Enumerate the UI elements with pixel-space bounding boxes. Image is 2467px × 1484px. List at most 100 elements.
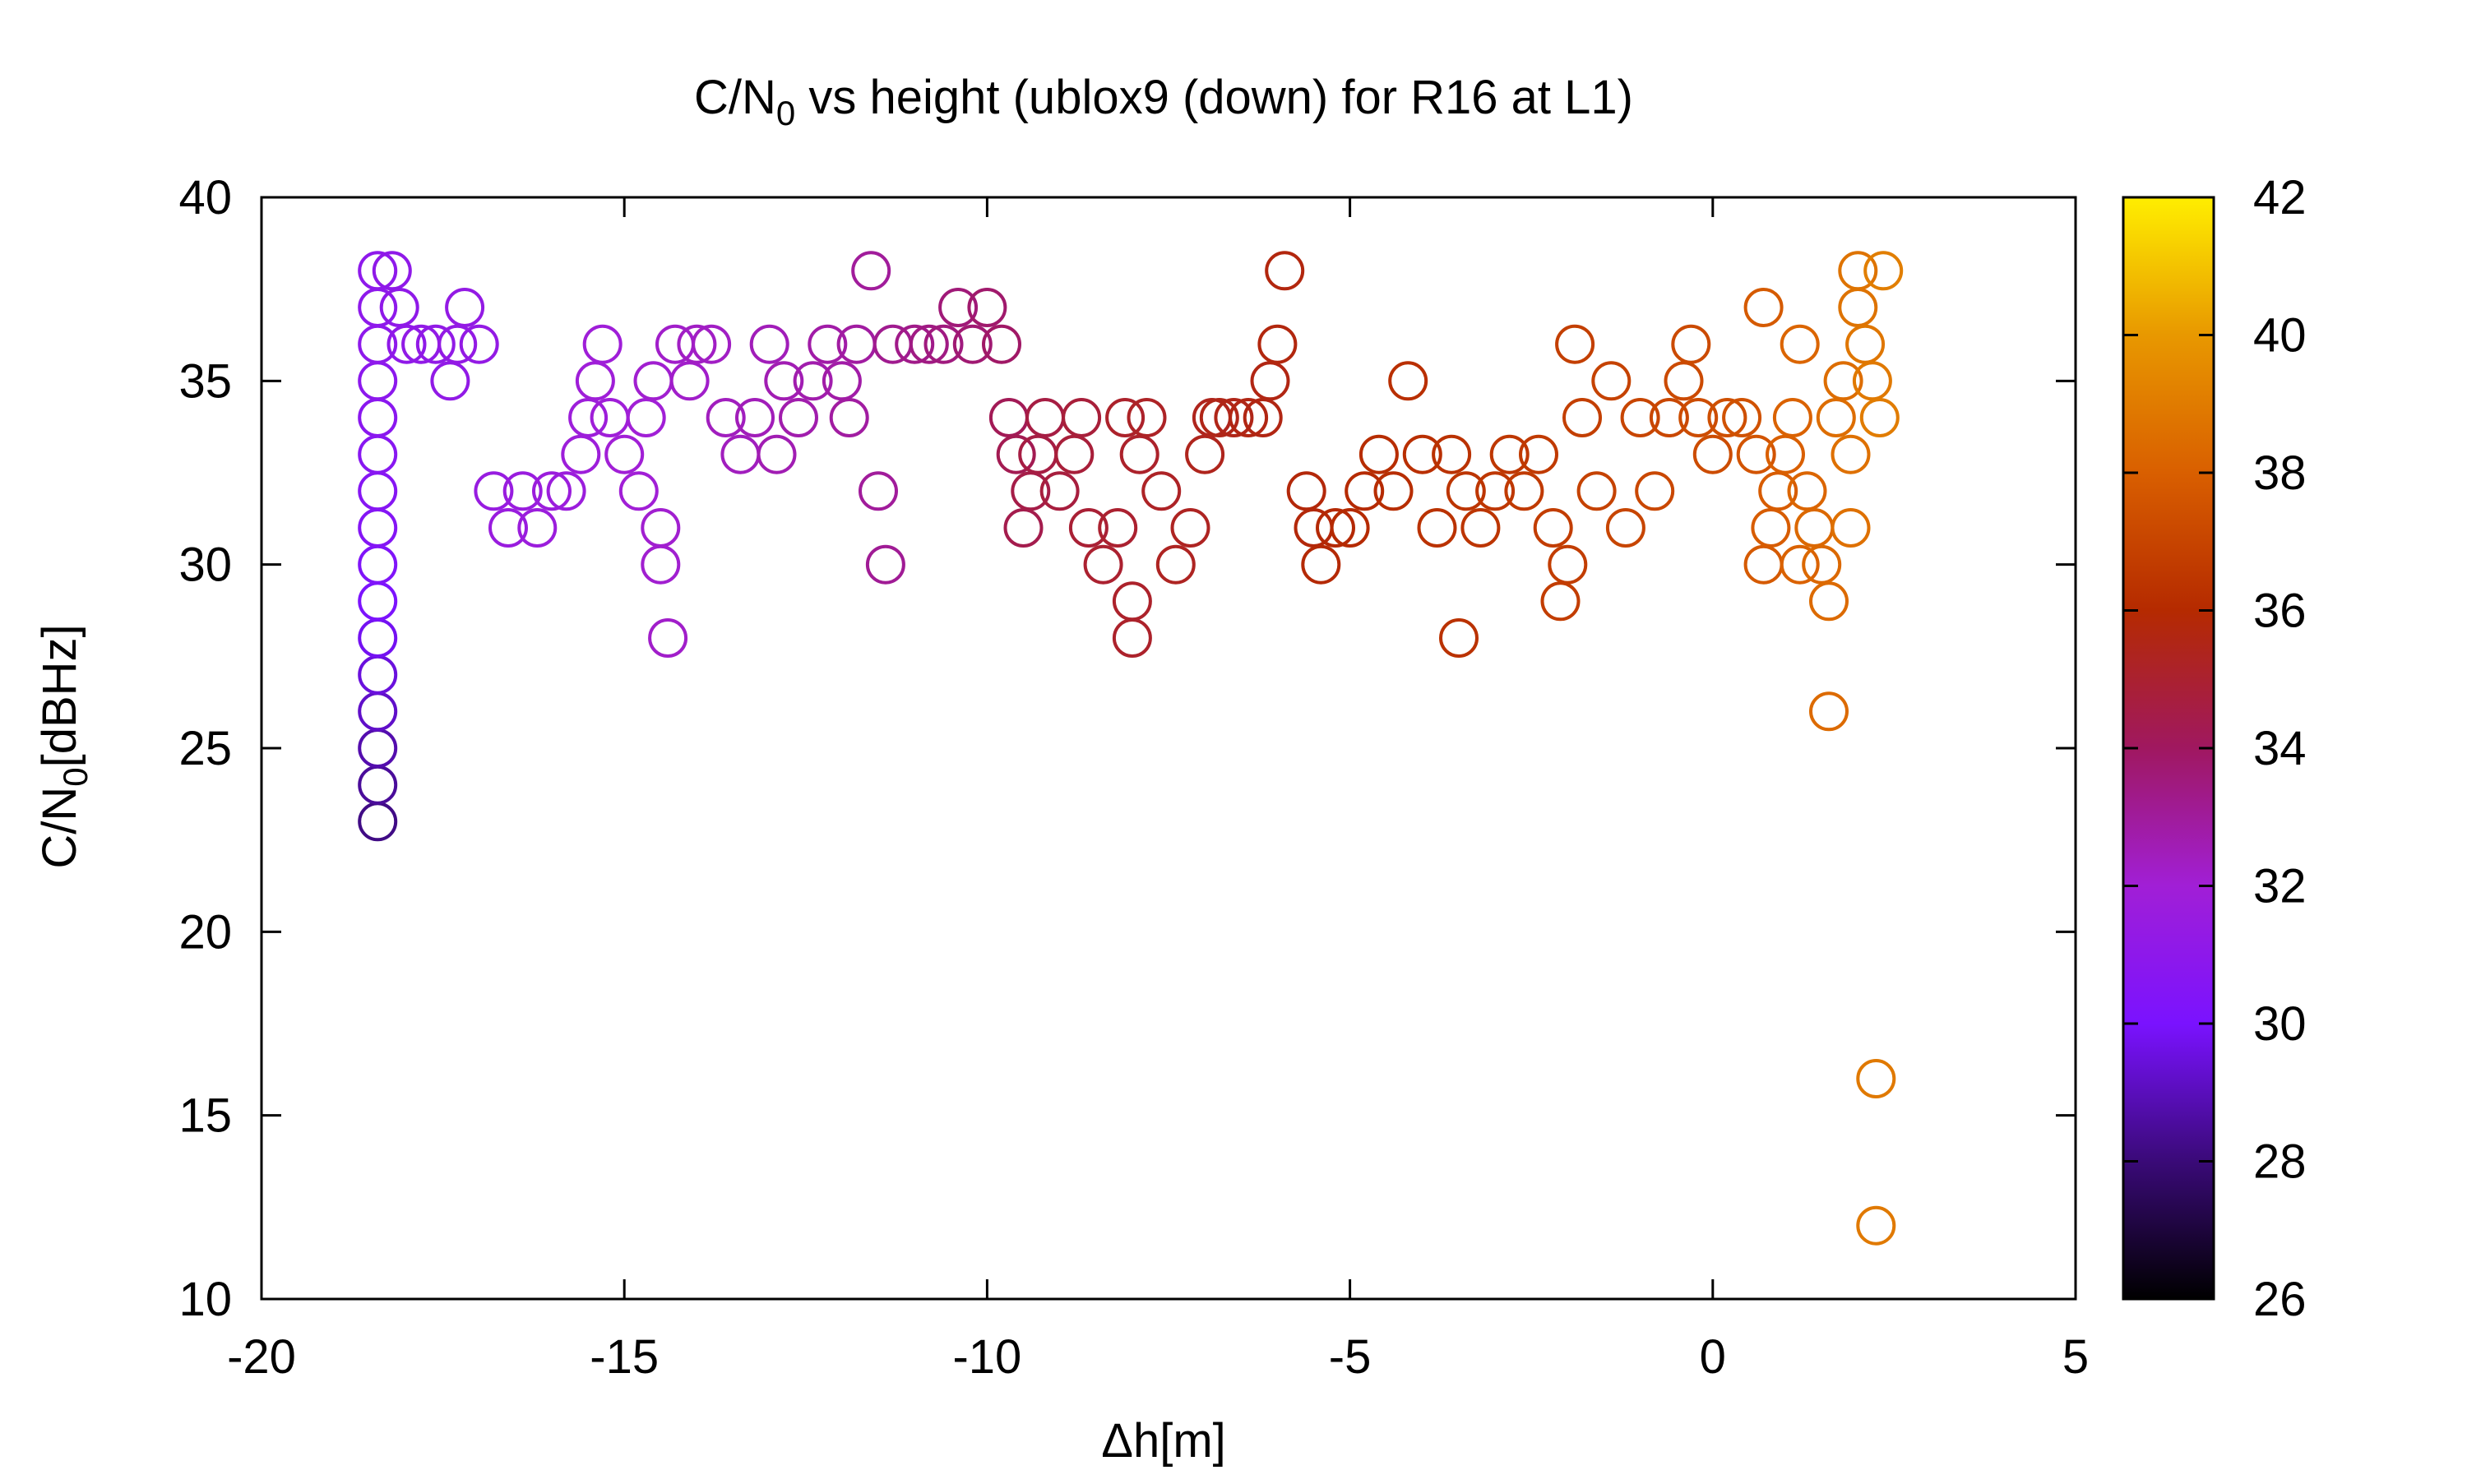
colorbar-tick-label: 26 [2253,1273,2307,1326]
data-point [445,288,485,327]
data-point [706,398,746,437]
plot-area [262,197,2076,1299]
data-point [1301,544,1341,585]
data-point [1548,544,1588,585]
data-point [1845,324,1886,364]
data-point [582,324,623,364]
data-point [1330,508,1370,548]
data-point [430,361,470,401]
data-point [1664,361,1704,401]
data-point [1533,508,1573,548]
data-point [1417,508,1457,548]
data-point [982,324,1021,364]
data-point [749,324,789,364]
axes-layer: -20 -15 -10 -5 0 5 10 15 20 25 30 35 40 [178,171,2089,1384]
data-point [1856,1059,1896,1098]
data-point [1591,361,1632,401]
data-point [604,434,645,474]
data-point [1105,398,1146,437]
data-point [1831,434,1871,474]
data-point [909,324,949,364]
data-point [1373,471,1414,511]
data-point [532,471,572,511]
data-point [859,471,898,511]
data-point [677,324,717,364]
x-axis-title: Δh[m] [1101,1414,1226,1468]
data-point [735,398,775,437]
data-point [757,434,797,474]
data-point [358,251,398,291]
data-point [1054,434,1095,474]
data-point [618,471,659,511]
data-point [764,361,804,401]
data-point [1062,398,1102,437]
data-point [1758,471,1798,511]
data-point [459,324,499,364]
data-point [1402,434,1442,474]
data-point [488,508,528,548]
colorbar-tick-label: 42 [2253,171,2307,224]
data-point [1199,398,1239,437]
data-point [829,398,869,437]
data-point [1003,508,1044,548]
data-point [1678,398,1719,437]
data-point [575,361,615,401]
data-point [1489,434,1530,474]
data-point [386,324,427,364]
data-point [1358,434,1399,474]
data-point [1141,471,1182,511]
data-point [1831,508,1871,548]
data-point [474,471,514,511]
data-point [952,324,993,364]
data-point [1039,471,1080,511]
data-point [1743,288,1784,327]
data-point [1780,544,1820,585]
data-point [938,288,979,327]
data-point [851,251,891,291]
data-point [1802,544,1842,585]
colorbar-tick-label: 36 [2253,585,2307,638]
colorbar-tick-label: 30 [2253,997,2307,1051]
data-point [1185,434,1225,474]
data-point [626,398,666,437]
data-point [648,618,688,658]
data-point [1555,324,1595,364]
data-point [1722,398,1762,437]
data-point [1540,581,1581,622]
data-point [379,288,419,327]
data-point [1772,398,1812,437]
data-point [641,544,681,585]
colorbar-tick-label: 40 [2253,309,2307,363]
data-point [1432,434,1472,474]
data-point [437,324,478,364]
data-point [546,471,586,511]
data-point [1250,361,1290,401]
y-tick-label: 20 [178,905,232,959]
y-tick-label: 40 [178,171,232,224]
data-point [372,251,412,291]
data-point [1068,508,1109,548]
data-point [1838,251,1878,291]
data-point [1229,398,1269,437]
colorbar: 26 28 30 32 34 36 38 40 42 [2122,171,2307,1326]
data-point [865,544,905,585]
data-point [1011,471,1051,511]
data-point [1083,544,1123,585]
data-point [1170,508,1210,548]
data-point [1766,434,1805,474]
y-tick-label: 35 [178,354,232,408]
y-tick-label: 30 [178,539,232,592]
data-point [1265,251,1305,291]
data-point [1707,398,1747,437]
data-point [1286,471,1326,511]
data-point [1809,581,1849,622]
x-tick-label: -10 [952,1330,1021,1384]
data-point [1780,324,1820,364]
y-axis-title: C/N0[dBHz] [33,624,95,868]
data-point [808,324,848,364]
plot-layer [262,197,2076,1299]
data-point [1620,398,1660,437]
data-point [1519,434,1558,474]
data-point [692,324,732,364]
